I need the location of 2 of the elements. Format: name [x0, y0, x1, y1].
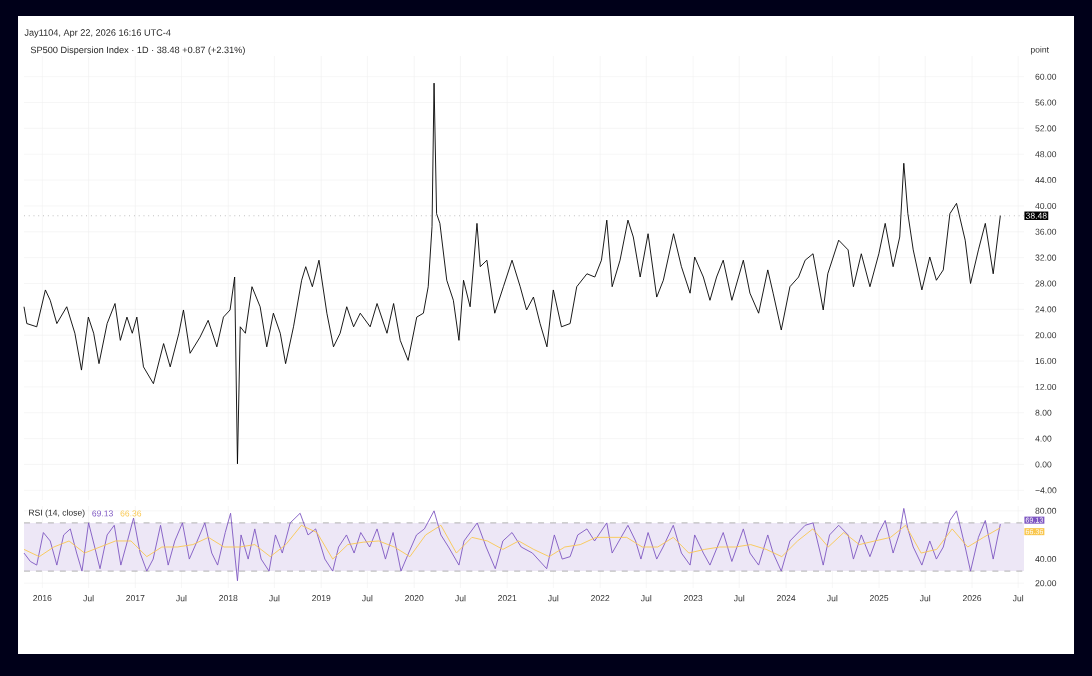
line-series: [23, 82, 1001, 465]
line-series: [23, 507, 1001, 582]
